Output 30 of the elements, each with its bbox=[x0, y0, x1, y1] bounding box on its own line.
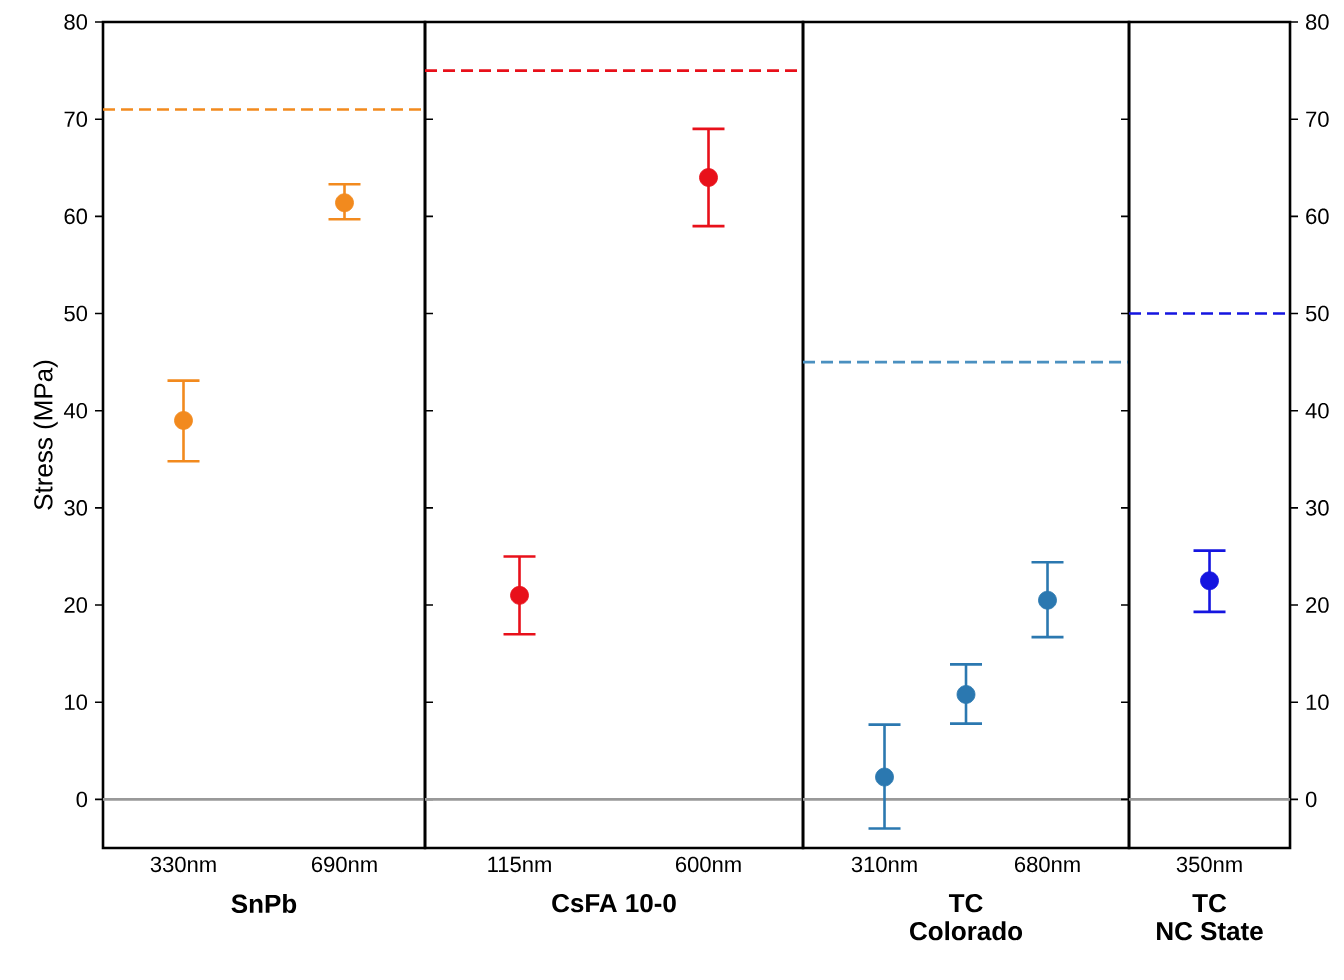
x-axis-title: TC Colorado bbox=[910, 893, 1023, 941]
y-tick-label: 0 bbox=[76, 791, 88, 808]
y-tick-label: 80 bbox=[1306, 14, 1329, 30]
y-tick-label: 20 bbox=[64, 597, 88, 613]
y-tick-label: 70 bbox=[64, 111, 88, 127]
y-tick-label: 80 bbox=[64, 14, 88, 30]
y-tick-label: 30 bbox=[64, 500, 88, 516]
y-tick-label: 30 bbox=[1305, 500, 1329, 516]
x-tick-label: 350nm bbox=[1176, 856, 1242, 873]
y-axis-title: Stress (MPa) bbox=[33, 360, 58, 510]
x-tick-label: 600nm bbox=[676, 856, 741, 873]
y-tick-label: 50 bbox=[64, 305, 88, 322]
y-tick-label: 70 bbox=[1306, 111, 1329, 127]
y-tick-label: 40 bbox=[1305, 402, 1329, 419]
y-tick-label: 40 bbox=[63, 402, 88, 419]
x-tick-label: 690nm bbox=[311, 856, 377, 873]
x-tick-label: 680nm bbox=[1015, 856, 1080, 873]
x-tick-label: 115nm bbox=[488, 856, 551, 873]
y-tick-label: 10 bbox=[65, 694, 88, 711]
y-tick-label: 60 bbox=[1306, 208, 1329, 225]
y-tick-label: 20 bbox=[1306, 597, 1329, 613]
x-tick-label: 330nm bbox=[150, 856, 216, 873]
y-tick-label: 50 bbox=[1305, 305, 1329, 322]
x-tick-label: 310nm bbox=[851, 856, 917, 873]
x-axis-title: TC NC State bbox=[1157, 893, 1263, 941]
x-axis-title: CsFA 10-0 bbox=[552, 893, 676, 913]
y-tick-label: 60 bbox=[64, 208, 88, 225]
y-tick-label: 0 bbox=[1305, 791, 1317, 808]
x-axis-title: SnPb bbox=[231, 893, 297, 914]
y-tick-label: 10 bbox=[1306, 694, 1329, 711]
